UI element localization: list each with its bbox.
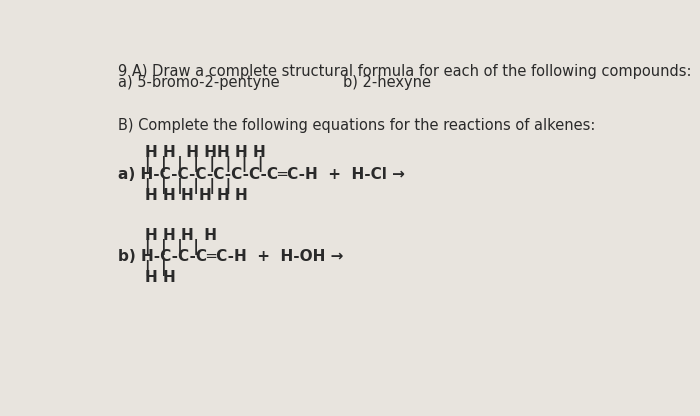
Text: H H: H H — [145, 270, 176, 285]
Text: a) 5-bromo-2-pentyne: a) 5-bromo-2-pentyne — [118, 75, 280, 90]
Text: a) H-C-C-C-C-C-C-C═C-H  +  H-Cl →: a) H-C-C-C-C-C-C-C═C-H + H-Cl → — [118, 167, 405, 182]
Text: H H H H H H: H H H H H H — [145, 188, 248, 203]
Text: B) Complete the following equations for the reactions of alkenes:: B) Complete the following equations for … — [118, 118, 596, 133]
Text: H H  H HH H H: H H H HH H H — [145, 146, 265, 161]
Text: H H H  H: H H H H — [145, 228, 217, 243]
Text: b) H-C-C-C═C-H  +  H-OH →: b) H-C-C-C═C-H + H-OH → — [118, 249, 344, 264]
Text: b) 2-hexyne: b) 2-hexyne — [343, 75, 431, 90]
Text: |  |  |  |: | | | | — [145, 238, 199, 255]
Text: 9 A) Draw a complete structural formula for each of the following compounds:: 9 A) Draw a complete structural formula … — [118, 64, 692, 79]
Text: |  |  |  |  |  |  |  |: | | | | | | | | — [145, 156, 263, 172]
Text: |  |: | | — [145, 260, 167, 276]
Text: |  |  |  |  |  |: | | | | | | — [145, 178, 231, 194]
